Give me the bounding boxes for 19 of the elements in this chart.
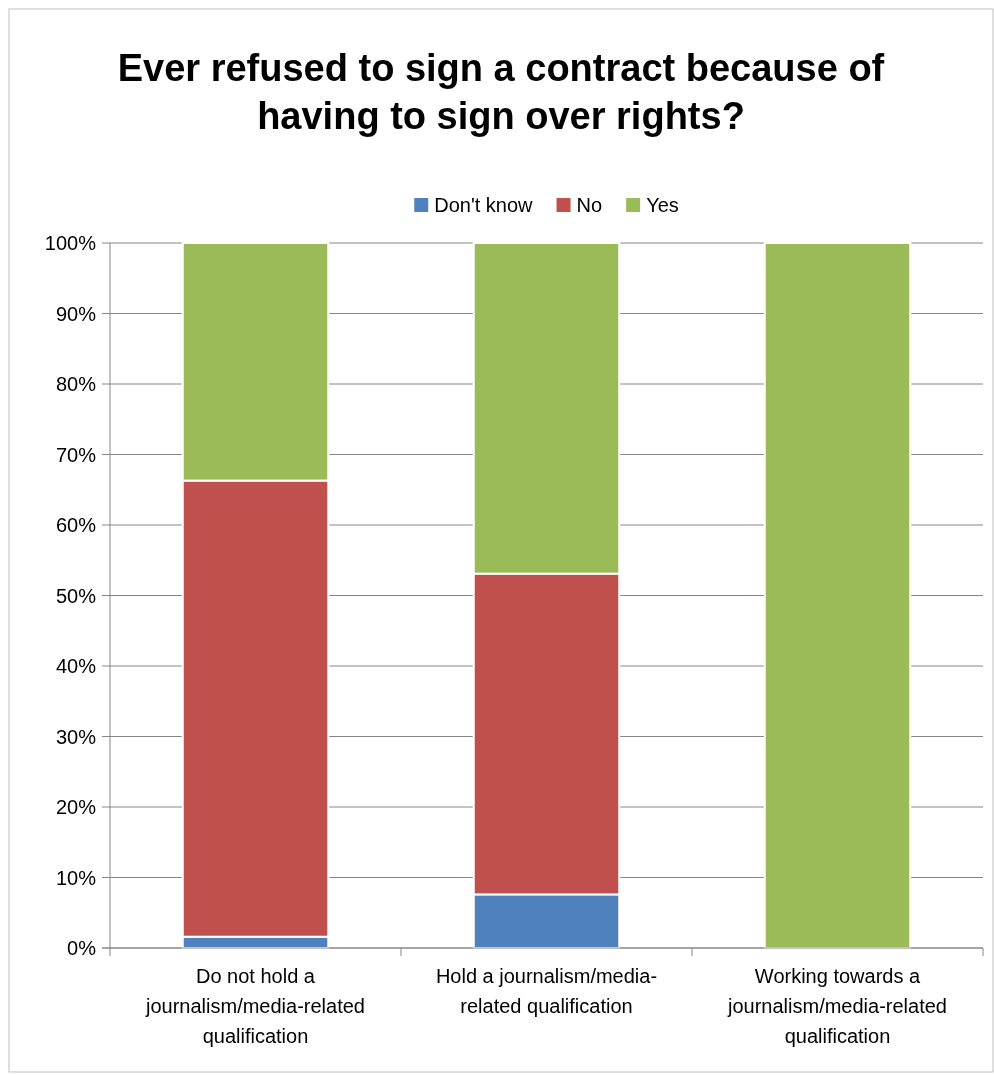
- x-tick-label: Working towards a journalism/media-related qualification: [727, 965, 947, 1047]
- legend-label: No: [576, 194, 603, 216]
- x-tick-label: Hold a journalism/media-related qualification: [435, 965, 658, 1017]
- y-tick-label: 30%: [55, 725, 97, 748]
- y-tick-label: 40%: [55, 655, 97, 677]
- x-tick-label: Do not hold a journalism/media-related qualification: [145, 965, 365, 1047]
- y-tick-label: 90%: [55, 302, 97, 325]
- y-tick-label: 20%: [55, 796, 97, 818]
- y-tick-label: 100%: [44, 232, 97, 254]
- bar: [763, 242, 912, 949]
- y-tick-label: 80%: [55, 373, 97, 395]
- y-tick-label: 0%: [67, 937, 97, 959]
- legend-label: Don't know: [434, 194, 534, 216]
- y-tick-label: 50%: [55, 584, 97, 607]
- legend-label: Yes: [646, 194, 679, 216]
- y-tick-label: 60%: [55, 514, 97, 536]
- y-tick-label: 10%: [55, 866, 97, 889]
- y-tick-label: 70%: [55, 443, 97, 466]
- chart-title: Ever refused to sign a contract because of having to sign over rights?: [117, 47, 885, 137]
